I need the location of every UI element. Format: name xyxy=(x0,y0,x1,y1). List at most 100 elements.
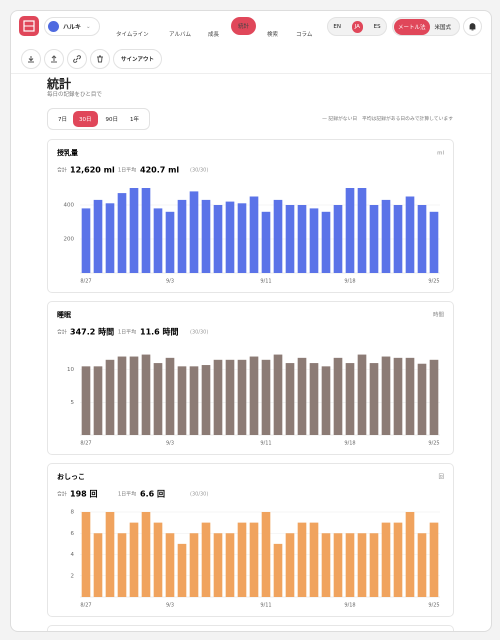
x-tick-label: 8/27 xyxy=(80,279,91,285)
bar xyxy=(405,357,415,435)
bar xyxy=(213,359,223,435)
bar xyxy=(405,196,415,273)
range-tab-active[interactable]: 30日 xyxy=(73,111,98,127)
bar xyxy=(249,522,259,597)
bar xyxy=(273,543,283,597)
bar xyxy=(165,211,175,273)
nav-item-active[interactable]: 統計 xyxy=(231,17,257,35)
avatar xyxy=(48,21,59,32)
language-option-active[interactable]: JA xyxy=(351,20,363,33)
app-window: ハルキ ⌄ タイムライン アルバム 成長 統計 検索 コラム EN JA ES … xyxy=(10,10,492,632)
nav-item[interactable]: タイムライン xyxy=(116,32,149,38)
bar xyxy=(273,199,283,273)
logo-icon xyxy=(23,20,35,32)
bar xyxy=(153,208,163,273)
bar xyxy=(225,359,235,435)
nav-item[interactable]: コラム xyxy=(296,32,313,38)
bar xyxy=(369,533,379,597)
range-tab[interactable]: 90日 xyxy=(105,117,119,123)
x-tick-label: 8/27 xyxy=(80,441,91,447)
bar xyxy=(153,522,163,597)
bar xyxy=(333,357,343,435)
bar xyxy=(417,533,427,597)
bar xyxy=(393,205,403,273)
language-switcher: EN JA ES xyxy=(327,17,387,36)
link-button[interactable] xyxy=(67,49,87,69)
page-subtitle: 毎日の記録をひと目で xyxy=(47,92,102,98)
panel-unit: ml xyxy=(437,151,444,157)
bar xyxy=(405,512,415,597)
chart-panel: 授乳量 ml 合計 12,620 ml 1日平均 420.7 ml (30/30) 200 40… xyxy=(47,139,454,293)
y-tick-label: 4 xyxy=(71,552,75,558)
nav-item[interactable]: アルバム xyxy=(169,32,191,38)
bar xyxy=(429,359,439,435)
bar xyxy=(297,522,307,597)
bar xyxy=(309,522,319,597)
unit-option[interactable]: 米国式 xyxy=(434,24,452,31)
days-count: (30/30) xyxy=(190,330,208,336)
days-count: (30/30) xyxy=(190,492,208,498)
bar xyxy=(165,533,175,597)
download-icon xyxy=(28,56,34,63)
range-tab[interactable]: 7日 xyxy=(58,117,67,123)
bar xyxy=(141,512,151,597)
total-label: 合計 xyxy=(57,167,67,174)
bar xyxy=(333,533,343,597)
bar xyxy=(105,512,115,597)
divider xyxy=(11,73,491,74)
user-switcher[interactable]: ハルキ ⌄ xyxy=(44,17,100,36)
bar xyxy=(201,522,211,597)
trash-icon xyxy=(97,55,103,63)
bar xyxy=(357,533,367,597)
bar xyxy=(141,188,151,273)
nav-item[interactable]: 検索 xyxy=(267,32,279,38)
bar xyxy=(105,359,115,435)
bar xyxy=(345,363,355,435)
upload-button[interactable] xyxy=(44,49,64,69)
x-tick-label: 9/11 xyxy=(260,441,271,447)
range-tab[interactable]: 1年 xyxy=(130,117,139,123)
bell-icon xyxy=(469,23,476,31)
page-title: 統計 xyxy=(47,77,72,91)
x-tick-label: 9/18 xyxy=(344,279,355,285)
bar xyxy=(273,354,283,435)
total-value: 198 回 xyxy=(70,490,97,499)
bar xyxy=(177,543,187,597)
bar xyxy=(261,211,271,273)
average-label: 1日平均 xyxy=(118,329,136,336)
bar xyxy=(201,199,211,273)
unit-option-active[interactable]: メートル法 xyxy=(394,18,430,35)
panel-unit: 回 xyxy=(438,474,444,481)
language-option[interactable]: ES xyxy=(373,23,381,30)
bar xyxy=(177,366,187,435)
bar xyxy=(129,522,139,597)
bar xyxy=(165,357,175,435)
bar xyxy=(369,363,379,435)
bar xyxy=(297,357,307,435)
x-tick-label: 9/3 xyxy=(166,279,174,285)
bar xyxy=(393,357,403,435)
bar xyxy=(285,205,295,273)
bar xyxy=(345,533,355,597)
bar xyxy=(105,203,115,273)
bar xyxy=(189,366,199,435)
bar xyxy=(117,356,127,435)
notifications-button[interactable] xyxy=(463,17,482,36)
nav-item[interactable]: 成長 xyxy=(208,32,220,38)
bar xyxy=(321,366,331,435)
logo[interactable] xyxy=(19,16,39,36)
bar xyxy=(429,522,439,597)
delete-button[interactable] xyxy=(90,49,110,69)
language-option[interactable]: EN xyxy=(333,23,341,30)
download-button[interactable] xyxy=(21,49,41,69)
upload-icon xyxy=(51,55,57,63)
bar xyxy=(321,211,331,273)
bar xyxy=(309,208,319,273)
bar xyxy=(93,533,103,597)
bar xyxy=(285,533,295,597)
bar xyxy=(261,359,271,435)
bar xyxy=(417,205,427,273)
sign-out-button[interactable]: サインアウト xyxy=(113,49,163,69)
chart-panel-partial xyxy=(47,625,454,631)
